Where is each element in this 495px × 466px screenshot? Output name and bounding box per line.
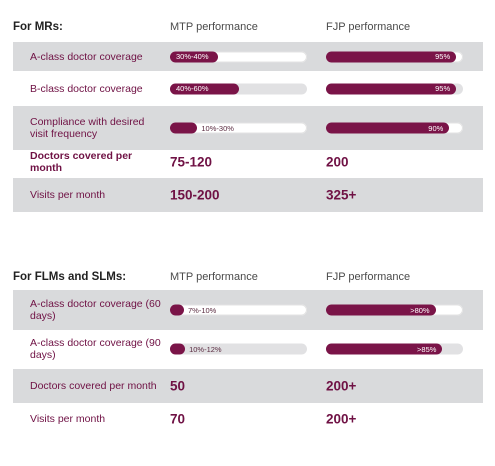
column-header: FJP performance: [326, 271, 411, 283]
fjp-value: 200+: [326, 378, 357, 394]
bar-track: 30%-40%: [170, 51, 307, 62]
fjp-value: 325+: [326, 187, 357, 203]
column-header: FJP performance: [326, 21, 411, 33]
table-row: B-class doctor coverage 40%-60% 95%: [13, 73, 483, 104]
mtp-value: 50: [170, 378, 186, 394]
fjp-value: 200+: [326, 411, 357, 427]
fjp-bar-label: 90%: [428, 123, 444, 133]
bar-track: 95%: [326, 51, 463, 62]
bar-track: 10%-12%: [170, 343, 307, 355]
mtp-bar: [170, 343, 186, 355]
fjp-bar: [326, 51, 457, 62]
table-row: Visits per month 70 200+: [13, 403, 483, 435]
fjp-bar: [326, 343, 443, 355]
mtp-value: 150-200: [170, 187, 220, 203]
row-label: A-class doctor coverage (60 days): [30, 298, 161, 322]
row-label: Compliance with desired visit frequency: [30, 116, 145, 140]
table-row: Visits per month 150-200 325+: [13, 178, 483, 212]
mtp-bar: [170, 83, 239, 94]
row-label: Visits per month: [30, 189, 106, 201]
mtp-bar: [170, 122, 198, 134]
bar-track: >80%: [326, 304, 463, 316]
fjp-bar-label: >80%: [410, 305, 430, 315]
table-row: A-class doctor coverage (90 days) 10%-12%…: [13, 330, 483, 368]
bar-track: 10%-30%: [170, 122, 307, 134]
mtp-bar: [170, 304, 184, 316]
bar-track: 7%-10%: [170, 304, 307, 316]
fjp-bar: [326, 122, 450, 134]
row-label: B-class doctor coverage: [30, 82, 143, 95]
section-title: For MRs:: [13, 21, 63, 33]
column-header: MTP performance: [170, 21, 258, 33]
mtp-value: 75-120: [170, 154, 213, 170]
mtp-bar-label: 10%-30%: [201, 123, 234, 133]
fjp-bar: [326, 83, 457, 94]
mtp-bar-label: 10%-12%: [189, 344, 222, 354]
bar-track: >85%: [326, 343, 463, 355]
section-title: For FLMs and SLMs:: [13, 271, 127, 283]
row-label: A-class doctor coverage: [30, 50, 143, 63]
row-label: Visits per month: [30, 413, 106, 425]
bar-track: 90%: [326, 122, 463, 134]
fjp-bar-label: 95%: [435, 84, 451, 93]
table-row: A-class doctor coverage 30%-40% 95%: [13, 42, 483, 71]
fjp-value: 200: [326, 154, 349, 170]
mtp-bar-label: 7%-10%: [188, 305, 217, 315]
table-row: Doctors covered per month 50 200+: [13, 369, 483, 403]
table-row: Doctors covered per month 75-120 200: [13, 146, 483, 178]
mtp-value: 70: [170, 411, 186, 427]
mtp-bar: [170, 51, 218, 62]
row-label: Doctors covered per month: [30, 380, 157, 392]
table-row: Compliance with desired visit frequency 1…: [13, 106, 483, 150]
table-row: A-class doctor coverage (60 days) 7%-10% >…: [13, 290, 483, 330]
bar-track: 40%-60%: [170, 83, 307, 94]
fjp-bar: [326, 304, 436, 316]
bar-track: 95%: [326, 83, 463, 94]
fjp-bar-label: >85%: [417, 344, 437, 354]
row-label: A-class doctor coverage (90 days): [30, 337, 161, 361]
column-header: MTP performance: [170, 271, 258, 283]
fjp-bar-label: 95%: [435, 52, 451, 61]
row-label: Doctors covered per month: [30, 150, 133, 174]
mtp-bar-label: 30%-40%: [176, 52, 209, 61]
mtp-bar-label: 40%-60%: [176, 84, 209, 93]
